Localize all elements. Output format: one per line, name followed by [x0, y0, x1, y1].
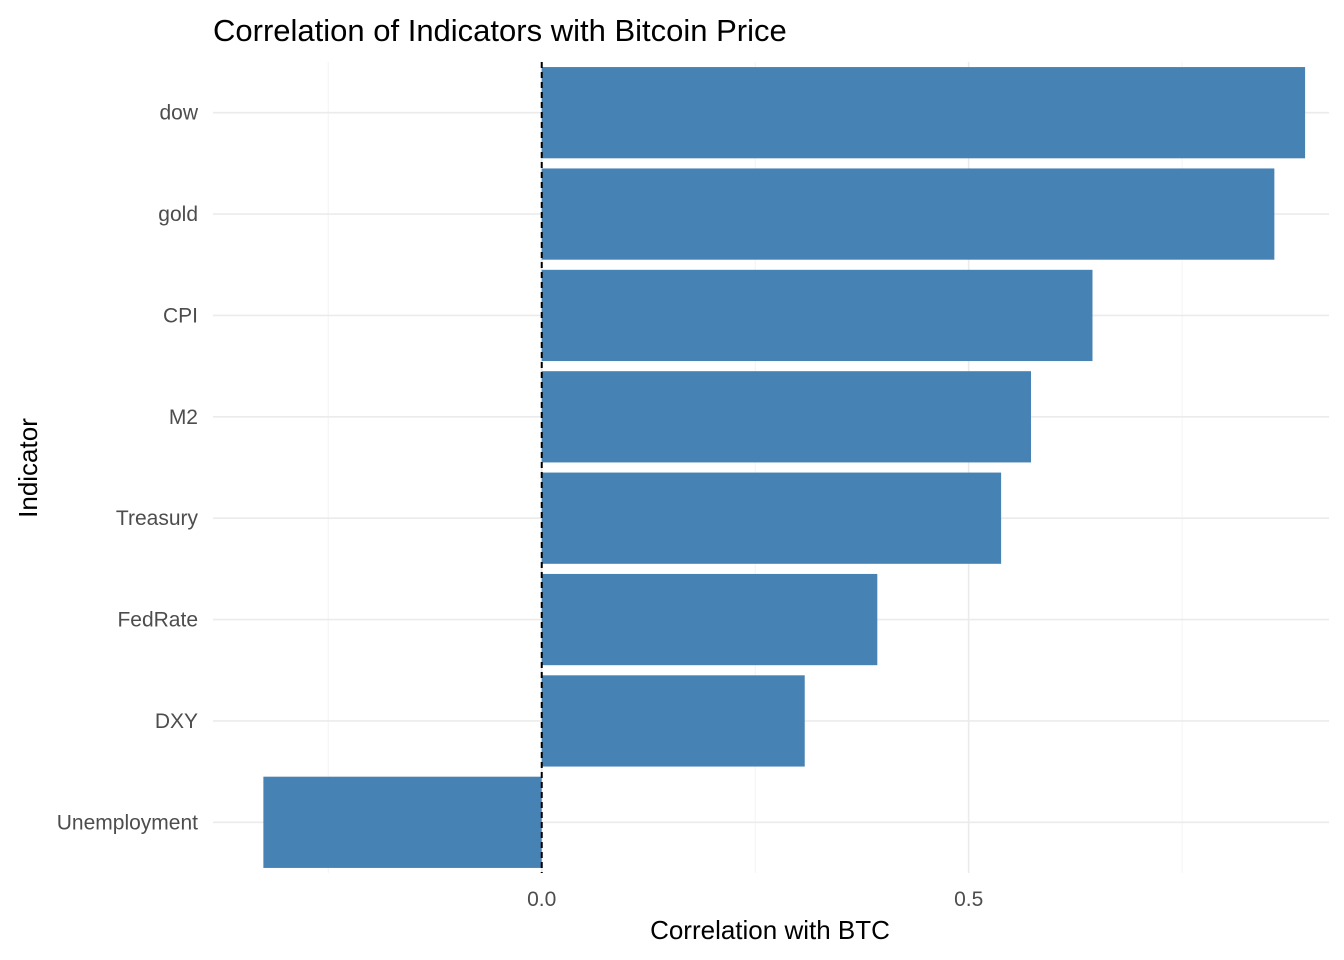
x-axis-tick-labels: 0.0 0.5	[527, 888, 983, 911]
x-axis-title: Correlation with BTC	[650, 915, 890, 945]
y-axis-title: Indicator	[13, 418, 43, 518]
y-tick-label: FedRate	[117, 609, 198, 632]
chart-title: Correlation of Indicators with Bitcoin P…	[213, 13, 787, 48]
bars	[263, 67, 1306, 868]
y-tick-label: CPI	[163, 304, 198, 327]
bar-m2	[541, 371, 1032, 463]
y-tick-label: Unemployment	[57, 811, 198, 834]
y-tick-label: dow	[159, 102, 198, 125]
y-tick-label: DXY	[155, 710, 198, 733]
y-tick-label: M2	[169, 406, 198, 429]
bar-treasury	[541, 472, 1002, 564]
bar-unemployment	[263, 776, 542, 868]
y-axis-tick-labels: dow gold CPI M2 Treasury FedRate DXY Unemployme…	[57, 102, 199, 835]
y-tick-label: Treasury	[116, 507, 199, 530]
y-tick-label: gold	[158, 203, 198, 226]
bar-dow	[541, 67, 1306, 159]
x-tick-label: 0.0	[527, 888, 556, 911]
bar-gold	[541, 168, 1275, 260]
bar-dxy	[541, 675, 805, 767]
bar-cpi	[541, 269, 1093, 362]
bar-fedrate	[541, 573, 878, 666]
x-tick-label: 0.5	[954, 888, 983, 911]
